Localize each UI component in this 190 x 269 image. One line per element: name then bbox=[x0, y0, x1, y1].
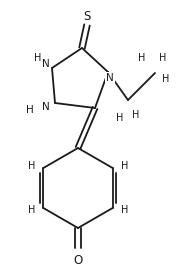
Text: H: H bbox=[159, 53, 167, 63]
Text: O: O bbox=[73, 253, 83, 267]
Text: H: H bbox=[121, 161, 128, 171]
Text: H: H bbox=[162, 74, 170, 84]
Text: H: H bbox=[34, 53, 42, 63]
Text: H: H bbox=[138, 53, 146, 63]
Text: H: H bbox=[28, 161, 35, 171]
Text: H: H bbox=[116, 113, 124, 123]
Text: N: N bbox=[106, 73, 114, 83]
Text: S: S bbox=[83, 9, 91, 23]
Text: N: N bbox=[42, 59, 50, 69]
Text: H: H bbox=[121, 205, 128, 215]
Text: N: N bbox=[42, 102, 50, 112]
Text: H: H bbox=[28, 205, 35, 215]
Text: H: H bbox=[132, 110, 140, 120]
Text: H: H bbox=[26, 105, 34, 115]
